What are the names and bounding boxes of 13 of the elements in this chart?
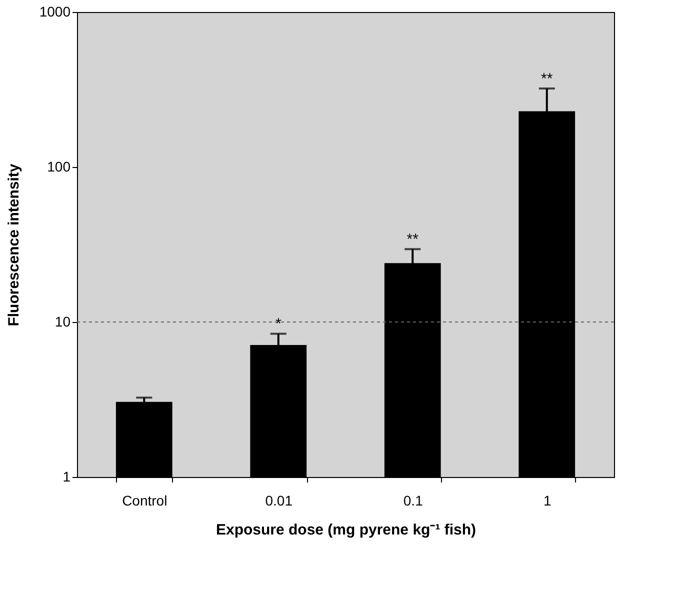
x-tick-label: Control	[122, 492, 168, 508]
x-tick-label: 1	[543, 492, 552, 508]
x-axis-title: Exposure dose (mg pyrene kg⁻¹ fish)	[216, 522, 476, 538]
y-tick-label: 100	[47, 158, 71, 174]
y-tick-label: 1000	[39, 4, 71, 20]
x-tick-label: 0.01	[265, 492, 293, 508]
y-tick-label: 10	[54, 314, 71, 330]
annotation: **	[406, 231, 419, 248]
annotation: **	[541, 70, 553, 88]
annotation: *	[275, 316, 282, 333]
x-tick-label: 0.1	[403, 492, 424, 508]
y-axis-title: Fluorescence intensity	[5, 163, 22, 326]
y-tick-label: 1	[62, 468, 71, 484]
